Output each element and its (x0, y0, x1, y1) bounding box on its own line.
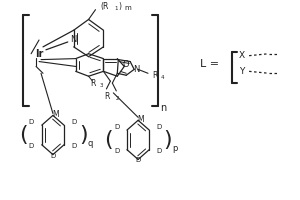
Text: D: D (115, 148, 120, 154)
Text: ): ) (79, 125, 88, 145)
Text: p: p (172, 144, 178, 153)
Text: n: n (160, 103, 166, 113)
Text: 2: 2 (115, 96, 119, 101)
Text: D: D (50, 153, 56, 159)
Text: ): ) (118, 2, 121, 11)
Text: M: M (137, 115, 143, 124)
Text: M: M (52, 110, 59, 119)
Text: (: ( (19, 125, 28, 145)
Text: 1: 1 (114, 6, 118, 11)
Text: D: D (115, 124, 120, 130)
Text: L =: L = (200, 59, 219, 69)
Text: m: m (124, 5, 131, 11)
Text: D: D (28, 119, 34, 125)
Text: D: D (156, 124, 161, 130)
Text: D: D (28, 143, 34, 149)
Text: (R: (R (100, 2, 109, 11)
Text: 3: 3 (100, 83, 103, 88)
Text: 4: 4 (161, 75, 164, 80)
Text: ): ) (164, 130, 172, 150)
Text: X: X (239, 51, 245, 60)
Text: (: ( (104, 130, 113, 150)
Text: D: D (156, 148, 161, 154)
Text: q: q (88, 139, 93, 148)
Text: D: D (71, 119, 76, 125)
Text: N: N (133, 65, 139, 74)
Text: D: D (136, 157, 141, 163)
Text: R: R (152, 71, 158, 80)
Text: D: D (71, 143, 76, 149)
Text: R: R (105, 92, 110, 101)
Text: O: O (123, 60, 130, 69)
Text: Ir: Ir (35, 49, 43, 59)
Text: R: R (91, 79, 96, 88)
Text: Y: Y (239, 67, 244, 76)
Text: N: N (70, 35, 77, 44)
